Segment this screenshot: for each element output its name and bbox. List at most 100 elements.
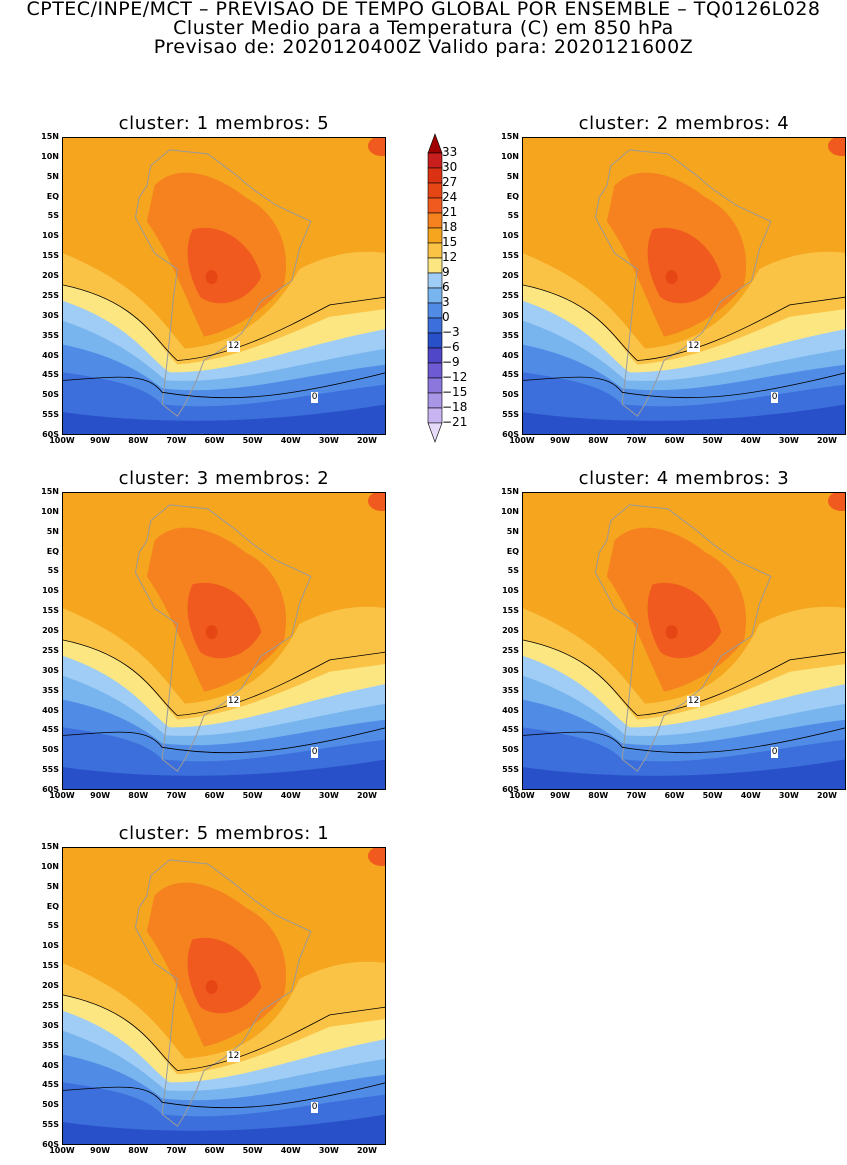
map-panel-cluster-1: cluster: 1 membros: 5 12 0 15N 10N 5N EQ 5S 10S 1… [17, 113, 386, 455]
latitude-label: 5S [507, 211, 519, 221]
map-canvas [523, 493, 845, 789]
legend-level-label: 6 [442, 280, 450, 294]
latitude-label: 30S [502, 665, 519, 675]
legend-swatch [427, 422, 443, 443]
longitude-label: 100W [49, 791, 75, 800]
latitude-label: 45S [42, 370, 59, 380]
contour-label: 12 [226, 340, 241, 352]
legend-level-label: −12 [442, 370, 468, 384]
latitude-label: 55S [502, 410, 519, 420]
contour-0 [63, 372, 385, 399]
longitude-label: 80W [128, 1146, 149, 1155]
longitude-label: 90W [90, 436, 111, 445]
longitude-label: 60W [664, 436, 685, 445]
longitude-label: 40W [280, 791, 301, 800]
longitude-label: 100W [509, 436, 535, 445]
contour-label: 0 [310, 747, 319, 759]
latitude-label: 55S [42, 410, 59, 420]
legend-level-label: 9 [442, 265, 450, 279]
latitude-label: EQ [506, 546, 519, 556]
legend-swatch [427, 392, 443, 409]
hot-core [665, 270, 678, 285]
temperature-band [63, 759, 385, 789]
latitude-label: 15N [501, 132, 519, 141]
latitude-label: EQ [46, 546, 59, 556]
legend-swatch [427, 302, 443, 319]
latitude-label: 40S [502, 705, 519, 715]
hot-core [205, 625, 218, 640]
latitude-label: 15S [502, 606, 519, 616]
latitude-label: 50S [42, 390, 59, 400]
contour-label: 12 [226, 1050, 241, 1062]
latitude-label: 15S [42, 961, 59, 971]
longitude-label: 20W [816, 436, 837, 445]
latitude-label: 50S [502, 745, 519, 755]
latitude-label: 15S [502, 251, 519, 261]
latitude-label: 45S [502, 370, 519, 380]
longitude-label: 30W [318, 791, 339, 800]
latitude-label: 60S [42, 1140, 59, 1149]
contour-label: 12 [226, 695, 241, 707]
longitude-label: 100W [49, 436, 75, 445]
longitude-label: 100W [49, 1146, 75, 1155]
latitude-label: 20S [42, 626, 59, 636]
legend-level-label: 33 [442, 145, 458, 159]
legend-swatch [427, 182, 443, 199]
legend-level-label: 15 [442, 235, 458, 249]
latitude-label: 50S [42, 745, 59, 755]
latitude-label: 45S [42, 725, 59, 735]
header-subtitle: Cluster Medio para a Temperatura (C) em … [173, 17, 674, 39]
legend-level-label: −3 [442, 325, 460, 339]
legend-swatch [427, 133, 443, 154]
latitude-label: 10N [41, 861, 59, 871]
latitude-label: 5N [506, 526, 519, 536]
latitude-label: 10N [501, 151, 519, 161]
longitude-label: 100W [509, 791, 535, 800]
latitude-label: 40S [42, 350, 59, 360]
latitude-label: 5N [506, 171, 519, 181]
latitude-label: 40S [502, 350, 519, 360]
latitude-label: 10N [41, 151, 59, 161]
latitude-label: 55S [42, 765, 59, 775]
latitude-label: 45S [42, 1080, 59, 1090]
warm-corner [368, 493, 385, 511]
legend-level-label: 3 [442, 295, 450, 309]
temperature-map: 12 0 [522, 137, 846, 435]
longitude-label: 30W [318, 436, 339, 445]
legend-level-label: 12 [442, 250, 458, 264]
longitude-label: 40W [740, 791, 761, 800]
hot-core [665, 625, 678, 640]
latitude-label: 45S [502, 725, 519, 735]
longitude-label: 60W [204, 1146, 225, 1155]
temperature-band [523, 759, 845, 789]
latitude-label: 5N [46, 171, 59, 181]
coastline [134, 149, 312, 417]
temperature-band [523, 404, 845, 434]
latitude-label: 55S [502, 765, 519, 775]
latitude-label: 15N [41, 842, 59, 851]
legend-level-label: 30 [442, 160, 458, 174]
latitude-label: 25S [42, 1000, 59, 1010]
legend-swatch [427, 257, 443, 274]
panel-title: cluster: 5 membros: 1 [118, 823, 330, 844]
hot-core [205, 980, 218, 995]
contour-label: 0 [770, 747, 779, 759]
legend-level-label: −9 [442, 355, 460, 369]
map-canvas [63, 848, 385, 1144]
longitude-label: 50W [242, 1146, 263, 1155]
longitude-label: 50W [702, 791, 723, 800]
temperature-map: 12 0 [522, 492, 846, 790]
longitude-label: 90W [90, 791, 111, 800]
latitude-label: 35S [42, 1040, 59, 1050]
coastline [594, 149, 772, 417]
legend-level-label: 24 [442, 190, 458, 204]
legend-swatch [427, 197, 443, 214]
panel-title: cluster: 3 membros: 2 [118, 468, 330, 489]
latitude-label: 10N [41, 506, 59, 516]
latitude-label: 20S [42, 271, 59, 281]
latitude-label: EQ [46, 191, 59, 201]
longitude-label: 60W [204, 791, 225, 800]
coastline [134, 504, 312, 772]
latitude-label: 25S [42, 645, 59, 655]
latitude-label: 15S [42, 251, 59, 261]
